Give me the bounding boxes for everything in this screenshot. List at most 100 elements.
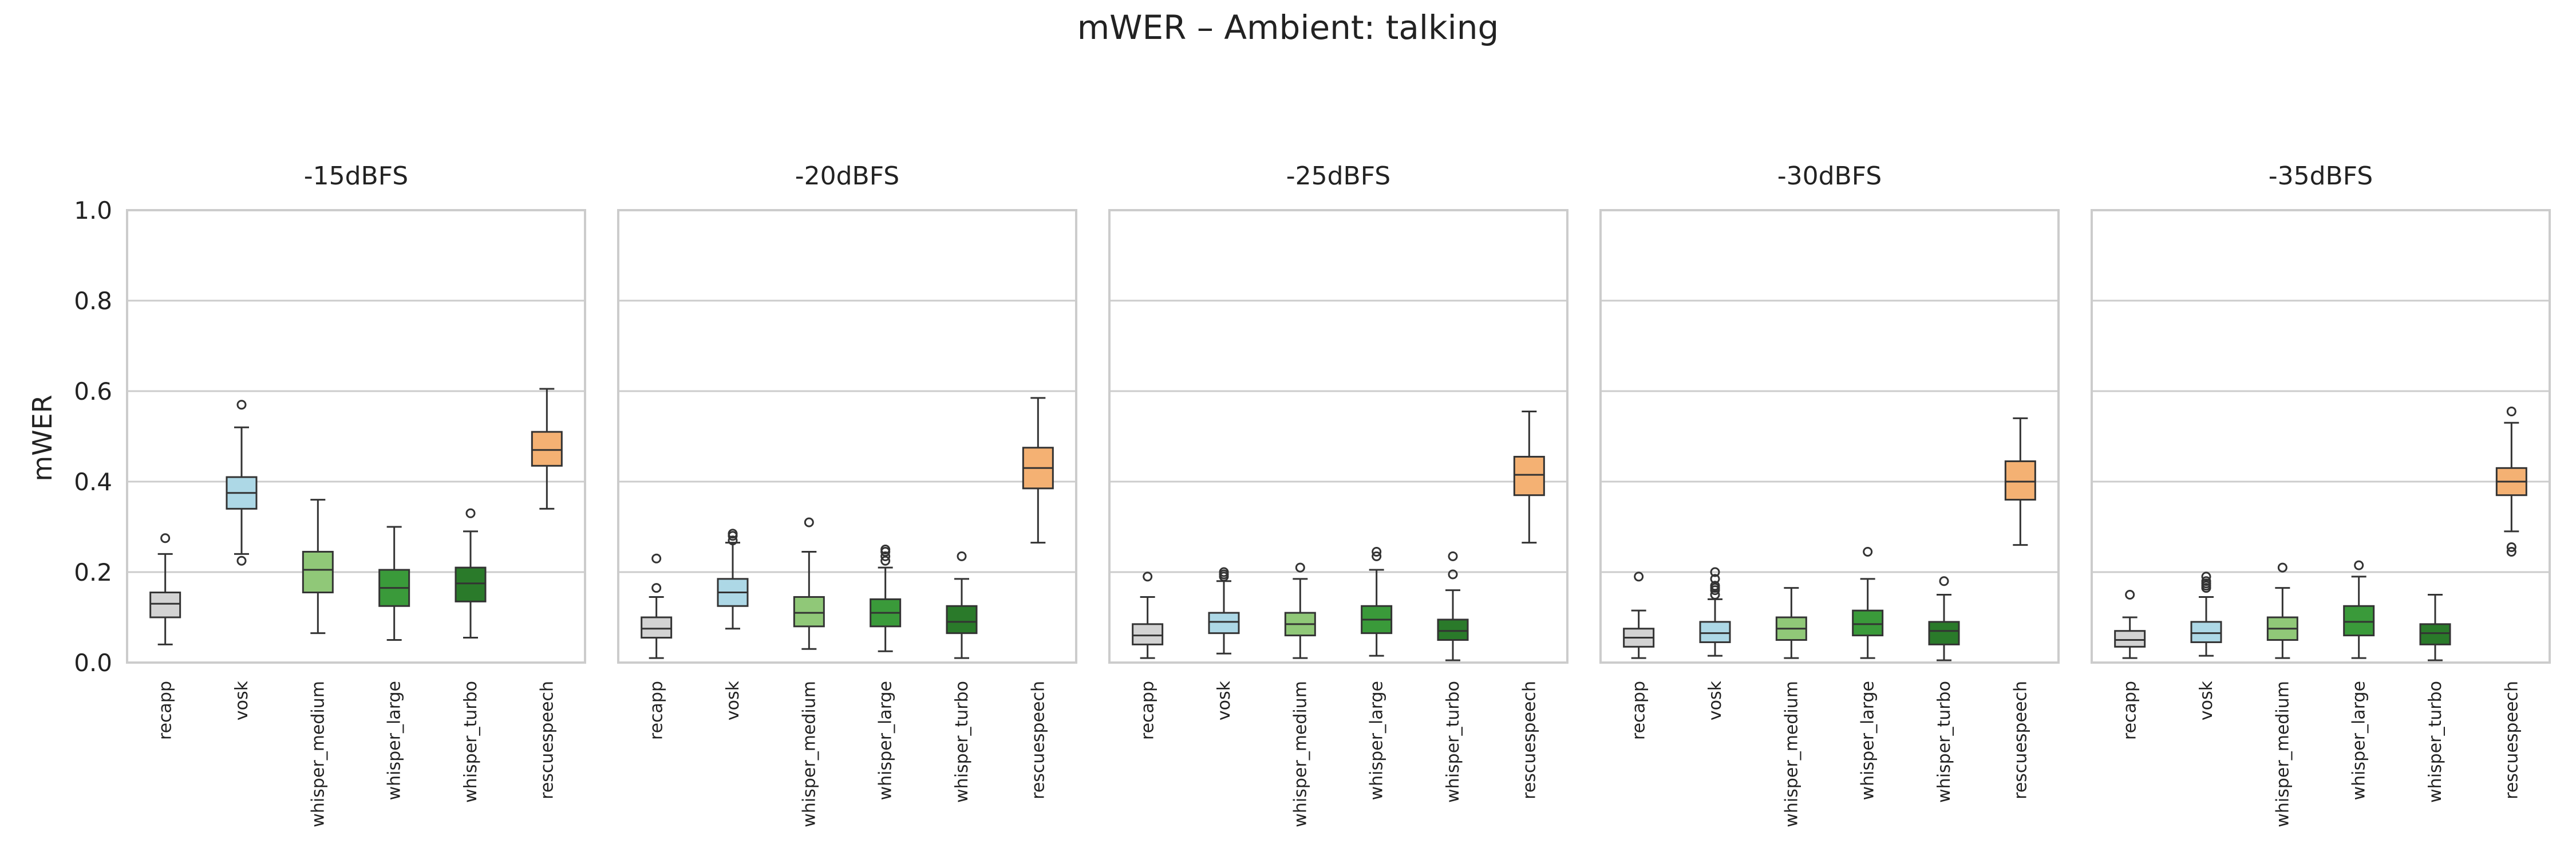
box-body: [531, 431, 563, 467]
panel-title: -30dBFS: [1777, 161, 1882, 191]
x-tick-label: rescuespeech: [2010, 681, 2030, 799]
box-body: [641, 616, 673, 639]
outlier-point: [236, 400, 247, 410]
box-whisper_large: [378, 526, 410, 641]
box-whisper_large: [1361, 546, 1393, 657]
y-axis-label: mWER: [27, 395, 58, 481]
outlier-point: [1448, 569, 1458, 580]
x-tick-label: recapp: [1629, 681, 1649, 740]
y-tick-label: 1.0: [74, 196, 112, 224]
outlier-point: [1710, 574, 1720, 584]
panel-frame: [617, 209, 1077, 664]
outlier-point: [880, 551, 891, 561]
box-body: [1928, 621, 1960, 645]
y-tick-label: 0.0: [74, 649, 112, 677]
panel-frame: [126, 209, 586, 664]
outlier-point: [1710, 581, 1720, 591]
x-tick-label: whisper_turbo: [1934, 681, 1954, 803]
box-body: [793, 596, 825, 628]
outlier-point: [1295, 562, 1305, 573]
outlier-point: [651, 583, 662, 593]
x-tick-label: vosk: [723, 680, 743, 720]
x-tick-label: vosk: [1214, 680, 1234, 720]
panel-frame: [2091, 209, 2551, 664]
outlier-point: [1372, 546, 1382, 557]
outlier-point: [2506, 407, 2516, 417]
x-tick-label: whisper_medium: [1781, 681, 1801, 828]
box-recapp: [1623, 572, 1655, 659]
outlier-point: [728, 529, 738, 539]
box-body: [2004, 460, 2036, 501]
x-tick-label: recapp: [1138, 681, 1158, 740]
box-body: [2419, 623, 2451, 645]
y-tick-label: 0.4: [74, 468, 112, 496]
outlier-point: [2506, 542, 2516, 553]
box-recapp: [2114, 590, 2146, 659]
outlier-point: [2506, 546, 2516, 557]
x-tick-label: rescuespeech: [1028, 681, 1048, 799]
outlier-point: [651, 553, 662, 564]
x-tick-label: vosk: [1705, 680, 1725, 720]
box-whisper_medium: [2266, 562, 2298, 659]
box-body: [1437, 618, 1469, 641]
panel-frame: [1599, 209, 2060, 664]
x-tick-label: whisper_turbo: [461, 681, 481, 803]
outlier-point: [160, 533, 171, 543]
outlier-point: [2277, 562, 2287, 573]
x-tick-label: vosk: [232, 680, 252, 720]
outlier-point: [1863, 546, 1873, 557]
box-whisper_medium: [1775, 587, 1807, 659]
box-whisper_medium: [1284, 562, 1316, 659]
box-whisper_large: [1852, 546, 1884, 659]
panel-frame: [1108, 209, 1568, 664]
outlier-point: [957, 551, 967, 561]
box-whisper_medium: [793, 517, 825, 650]
x-tick-label: whisper_turbo: [952, 681, 972, 803]
outlier-point: [1143, 572, 1153, 582]
panel-2: -20dBFS recapp vosk whisper_medium whisper_l…: [617, 161, 1077, 828]
x-tick-label: recapp: [156, 681, 176, 740]
box-body: [2343, 605, 2375, 637]
outlier-point: [1219, 567, 1229, 577]
outlier-point: [1710, 590, 1720, 600]
box-vosk: [226, 400, 258, 566]
box-whisper_large: [870, 545, 902, 652]
y-tick-label: 0.2: [74, 558, 112, 586]
x-tick-label: whisper_large: [876, 681, 896, 800]
box-rescuespeech: [531, 388, 563, 510]
outlier-point: [2125, 590, 2135, 600]
box-whisper_large: [2343, 560, 2375, 659]
box-whisper_turbo: [2419, 594, 2451, 661]
outlier-point: [804, 517, 814, 527]
panel-4: -30dBFS recapp vosk whisper_medium whisper_l…: [1599, 161, 2060, 828]
box-whisper_turbo: [1437, 551, 1469, 661]
outlier-point: [728, 535, 738, 546]
box-whisper_turbo: [1928, 576, 1960, 661]
x-tick-label: rescuespeech: [1519, 681, 1539, 799]
box-recapp: [641, 553, 673, 659]
box-vosk: [1699, 567, 1731, 657]
panel-3: -25dBFS recapp vosk whisper_medium whisper_l…: [1108, 161, 1568, 828]
outlier-point: [1448, 551, 1458, 561]
x-tick-label: whisper_turbo: [2425, 681, 2445, 803]
panel-title: -25dBFS: [1286, 161, 1390, 191]
x-tick-label: whisper_medium: [2273, 681, 2293, 828]
panel-1: -15dBFS 0.0 0.2 0.4 0.6 0.8 1.0 recapp vosk whisp…: [74, 161, 586, 828]
box-whisper_turbo: [455, 508, 487, 639]
box-body: [1852, 609, 1884, 637]
box-vosk: [2190, 572, 2222, 657]
x-tick-label: whisper_large: [385, 681, 405, 800]
outlier-point: [465, 508, 476, 518]
outlier-point: [2201, 572, 2211, 582]
box-body: [946, 605, 978, 635]
x-tick-label: vosk: [2196, 680, 2217, 720]
panel-title: -35dBFS: [2269, 161, 2373, 191]
box-body: [1699, 621, 1731, 643]
box-recapp: [149, 533, 181, 645]
outlier-point: [1372, 551, 1382, 561]
x-tick-label: whisper_medium: [799, 681, 819, 828]
outlier-point: [1634, 572, 1644, 582]
outlier-point: [880, 545, 891, 554]
